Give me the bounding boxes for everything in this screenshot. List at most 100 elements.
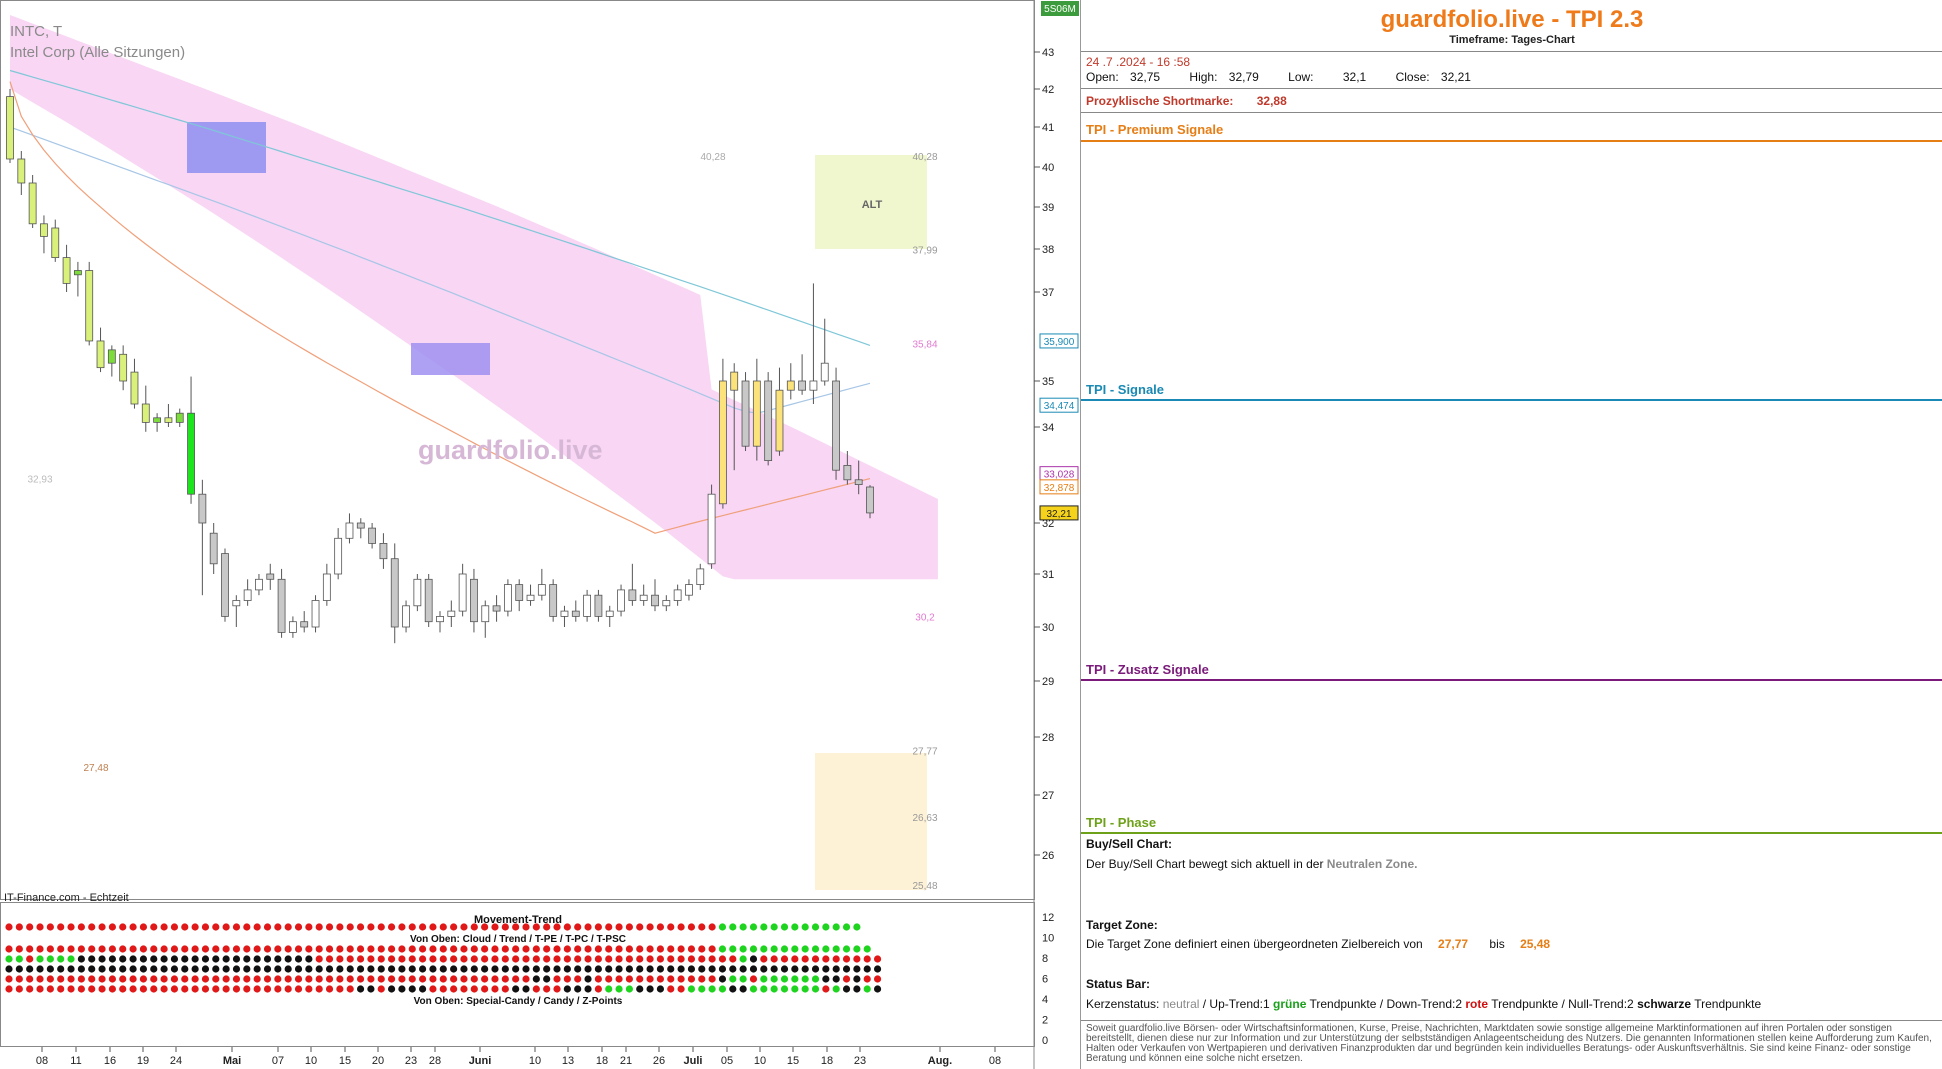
x-tick-label: 08 xyxy=(36,1055,48,1067)
trend-dot xyxy=(191,945,199,953)
trend-dot xyxy=(98,975,106,983)
trend-dot xyxy=(170,923,179,931)
candle-body xyxy=(481,605,490,623)
trend-dot xyxy=(325,975,334,983)
trend-dot xyxy=(387,965,396,973)
trend-dot xyxy=(656,945,665,953)
price-marker-label: 33,028 xyxy=(1044,470,1075,481)
trend-dot xyxy=(687,955,696,963)
status-black: schwarze xyxy=(1637,997,1692,1011)
trend-dot xyxy=(656,955,665,963)
timeframe-label: Timeframe: Tages-Chart xyxy=(1449,34,1575,46)
trend-dot xyxy=(274,975,282,983)
ichimoku-cloud xyxy=(10,15,938,580)
trend-dot xyxy=(108,955,116,963)
trend-dot xyxy=(315,923,323,931)
trend-dot xyxy=(398,945,406,953)
trend-dot xyxy=(853,975,861,983)
trend-dot xyxy=(15,923,23,931)
trend-dot xyxy=(191,965,199,973)
trend-dot xyxy=(57,965,65,973)
close-value: 32,21 xyxy=(1440,70,1471,84)
trend-dot xyxy=(718,923,727,931)
trend-dot xyxy=(57,955,65,963)
trend-dot xyxy=(98,965,106,973)
trend-dot xyxy=(419,975,427,983)
trend-dot xyxy=(160,975,168,983)
trend-dot xyxy=(387,985,396,993)
trend-dot xyxy=(439,975,447,983)
trend-dot xyxy=(88,965,96,973)
section-premium-line xyxy=(1081,140,1942,142)
trend-dot xyxy=(780,955,789,963)
trend-dot xyxy=(253,975,261,983)
trend-dot xyxy=(367,975,375,983)
trend-dot xyxy=(222,975,230,983)
x-tick-label: 21 xyxy=(620,1055,632,1067)
candle-body xyxy=(141,403,150,423)
watermark: guardfolio.live xyxy=(418,435,603,465)
trend-dot xyxy=(501,965,509,973)
trend-dot xyxy=(811,945,820,953)
trend-dot xyxy=(532,945,540,953)
trend-dot xyxy=(181,975,189,983)
trend-dot xyxy=(315,985,323,993)
trend-dot xyxy=(88,923,96,931)
trend-dot xyxy=(150,955,158,963)
trend-dot xyxy=(356,945,365,953)
trend-dot xyxy=(212,945,220,953)
trend-dot xyxy=(481,975,489,983)
trend-dot xyxy=(667,965,675,973)
trend-dot xyxy=(429,945,437,953)
section-phase: TPI - Phase xyxy=(1086,815,1157,830)
trend-dot xyxy=(656,923,665,931)
candle-body xyxy=(436,616,444,623)
trend-dot xyxy=(636,923,644,931)
candle-body xyxy=(571,610,580,617)
candle-body xyxy=(345,522,354,539)
candle-body xyxy=(85,270,94,342)
x-tick-label: Aug. xyxy=(928,1055,952,1067)
trend-dot xyxy=(501,985,509,993)
trend-dot xyxy=(160,955,168,963)
trend-dot xyxy=(325,985,334,993)
candle-body xyxy=(662,600,671,607)
trend-dot xyxy=(543,955,551,963)
trend-dot xyxy=(191,975,199,983)
status-neutral: neutral xyxy=(1162,997,1200,1011)
trend-dot xyxy=(419,945,427,953)
trend-dot xyxy=(253,985,261,993)
price-marker-box xyxy=(1039,505,1079,521)
trend-dot xyxy=(212,923,220,931)
trend-dot xyxy=(305,923,313,931)
trend-dot xyxy=(625,923,634,931)
trend-dot xyxy=(718,975,727,983)
trend-dot xyxy=(450,975,458,983)
trend-dot xyxy=(522,975,530,983)
trend-dot xyxy=(739,955,747,963)
high-label: High: xyxy=(1189,70,1218,84)
candle-body xyxy=(447,610,456,617)
trend-dot xyxy=(470,955,478,963)
sub-y-tick-label: 10 xyxy=(1042,933,1054,945)
chart-area[interactable]: 43 42 41 40 39 38 37 35 34 32 31 30 29 28 27 26 08 11 16 19… xyxy=(0,0,1080,1069)
trend-dot xyxy=(408,985,416,993)
trend-dot xyxy=(398,985,406,993)
candle-body xyxy=(379,543,388,560)
trend-dot xyxy=(553,975,561,983)
trend-dot xyxy=(26,945,34,953)
section-signale-line xyxy=(1081,399,1942,401)
trend-dot xyxy=(5,955,13,963)
y-tick-label: 28 xyxy=(1042,732,1054,744)
trend-dot xyxy=(481,945,489,953)
trend-dot xyxy=(450,955,458,963)
sub-y-tick-label: 0 xyxy=(1042,1035,1048,1047)
x-tick-label: 18 xyxy=(596,1055,608,1067)
trend-dot xyxy=(46,985,54,993)
trend-dot xyxy=(129,985,137,993)
trend-dot xyxy=(263,975,272,983)
trend-dot xyxy=(139,985,148,993)
candle-body xyxy=(537,584,546,596)
ohlc-row: Open: 32,75 High: 32,79 Low: 32,1 Close:… xyxy=(1086,70,1586,84)
